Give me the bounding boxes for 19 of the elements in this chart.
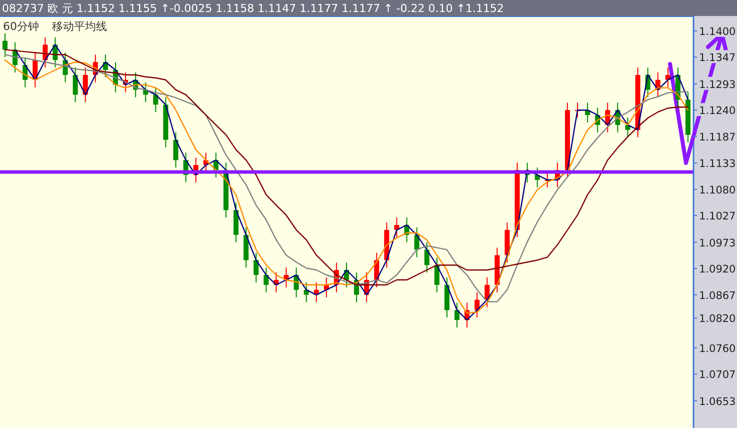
- y-tick-label: 1.0820: [699, 313, 736, 326]
- y-tick-label: 1.0920: [699, 264, 736, 276]
- y-tick-label: 1.1240: [699, 105, 736, 118]
- annotation: 移动平均线: [52, 20, 107, 33]
- y-tick-label: 1.0653: [699, 396, 736, 408]
- y-tick-label: 1.1027: [699, 210, 736, 223]
- y-tick-label: 1.1080: [699, 184, 736, 196]
- y-tick-label: 1.1400: [699, 26, 736, 38]
- chart-title: 082737 欧 元 1.1152 1.1155 ↑-0.0025 1.1158 1.1147 1.1177 1.1177 ↑ -0.22 0.10 ↑1.1152: [2, 2, 504, 15]
- y-tick-label: 1.0760: [699, 342, 736, 355]
- y-tick-label: 1.1133: [699, 158, 736, 170]
- y-tick-label: 1.0707: [699, 369, 736, 382]
- y-tick-label: 1.1347: [699, 52, 736, 64]
- y-tick-label: 1.1187: [699, 131, 736, 144]
- chart-subtitle: 60分钟: [3, 20, 39, 33]
- y-tick-label: 1.0973: [699, 237, 736, 250]
- y-tick-label: 1.1293: [699, 78, 736, 91]
- y-tick-label: 1.0867: [699, 290, 736, 302]
- header-bar: 082737 欧 元 1.1152 1.1155 ↑-0.0025 1.1158 1.1147 1.1177 1.1177 ↑ -0.22 0.10 ↑1.1152: [0, 0, 737, 16]
